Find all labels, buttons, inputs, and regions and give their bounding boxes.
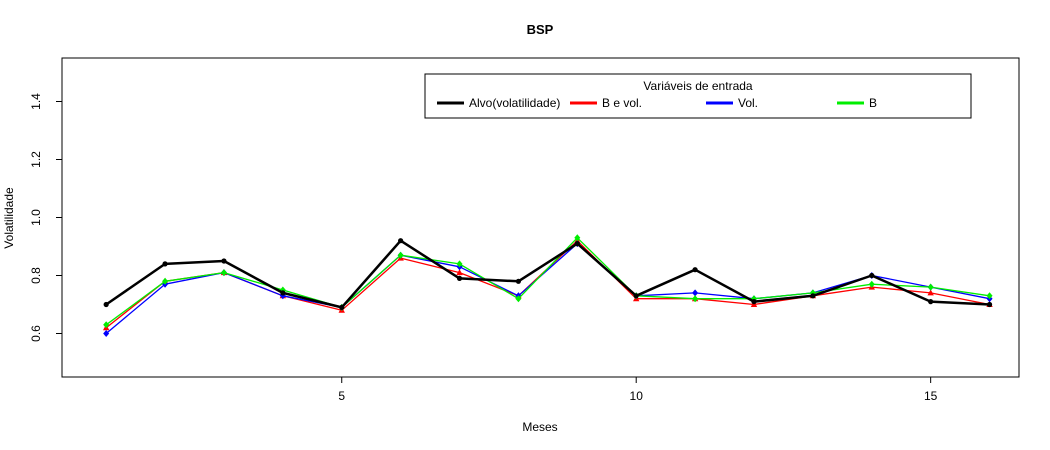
series-line: [105, 237, 990, 326]
x-tick-label: 10: [630, 389, 644, 403]
series-3: [103, 234, 993, 329]
data-point: [574, 241, 580, 247]
data-point: [692, 289, 699, 297]
data-point: [515, 295, 522, 303]
data-point: [456, 269, 463, 276]
y-axis: 0.6 0.8 1.0 1.2 1.4: [29, 93, 62, 342]
chart-title: BSP: [527, 22, 554, 37]
legend-label: Alvo(volatilidade): [469, 96, 560, 110]
data-point: [397, 251, 404, 259]
x-tick-label: 5: [338, 389, 345, 403]
data-point: [103, 301, 109, 308]
data-point: [103, 321, 110, 329]
y-tick-label: 1.0: [29, 209, 43, 226]
legend-entry: B: [837, 96, 877, 110]
data-point: [633, 293, 639, 299]
legend-label: B e vol.: [602, 96, 642, 110]
data-point: [162, 277, 169, 285]
series-0: [103, 238, 993, 310]
data-point: [810, 293, 816, 299]
data-point: [927, 289, 934, 296]
series-line: [105, 242, 990, 334]
x-tick-label: 15: [924, 389, 938, 403]
data-point: [692, 267, 698, 273]
legend-entry: Alvo(volatilidade): [437, 96, 560, 110]
data-point: [927, 283, 934, 291]
data-point: [456, 260, 463, 268]
data-point: [986, 292, 993, 300]
legend-entry: B e vol.: [570, 96, 642, 110]
y-axis-label: Volatilidade: [2, 187, 16, 249]
data-point: [574, 234, 581, 242]
data-point: [220, 269, 227, 277]
legend-label: Vol.: [738, 96, 758, 110]
series-line: [105, 240, 990, 329]
data-point: [339, 304, 345, 310]
series-line: [105, 239, 990, 309]
x-axis-label: Meses: [522, 420, 557, 434]
data-point: [162, 261, 168, 267]
data-point: [751, 299, 757, 305]
legend-entry: Vol.: [706, 96, 758, 110]
data-point: [515, 278, 522, 284]
data-point: [868, 280, 875, 288]
data-point: [869, 272, 875, 279]
legend-title: Variáveis de entrada: [643, 79, 753, 93]
y-tick-label: 0.6: [29, 325, 43, 342]
legend-entries: Alvo(volatilidade) B e vol. Vol. B: [437, 96, 877, 110]
data-point: [280, 290, 286, 296]
y-tick-label: 1.4: [29, 93, 43, 110]
data-point: [692, 295, 699, 303]
series-1: [102, 237, 993, 331]
data-point: [398, 238, 404, 244]
legend: Variáveis de entrada Alvo(volatilidade) B…: [424, 73, 972, 119]
x-axis: 5 10 15: [338, 377, 938, 403]
data-point: [986, 301, 993, 308]
data-point: [928, 299, 934, 305]
series-layer: [102, 234, 993, 337]
y-tick-label: 0.8: [29, 267, 43, 284]
legend-label: B: [869, 96, 877, 110]
legend-box: [424, 73, 972, 119]
y-tick-label: 1.2: [29, 151, 43, 168]
data-point: [103, 330, 110, 337]
data-point: [221, 258, 227, 264]
data-point: [456, 275, 463, 281]
